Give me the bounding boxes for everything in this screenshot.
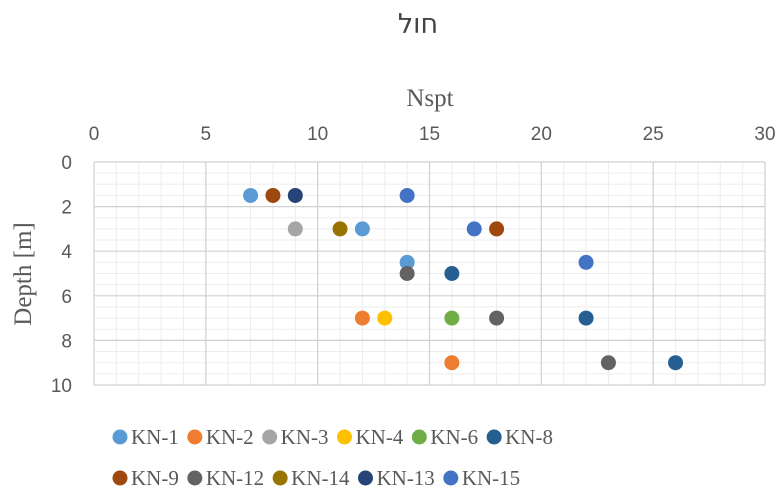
legend-marker-kn-15 <box>443 470 459 486</box>
data-points <box>243 187 684 371</box>
legend-label-kn-1: KN-1 <box>131 425 179 449</box>
data-point-kn-2 <box>354 310 370 326</box>
legend-label-kn-15: KN-15 <box>462 466 520 490</box>
data-point-kn-8 <box>578 310 594 326</box>
data-point-kn-14 <box>332 221 348 237</box>
data-point-kn-12 <box>399 266 415 281</box>
chart-title: חול <box>398 9 438 40</box>
x-tick-label: 25 <box>643 124 664 145</box>
data-point-kn-13 <box>287 187 303 203</box>
legend-marker-kn-3 <box>262 429 278 445</box>
data-point-kn-15 <box>578 254 594 270</box>
data-point-kn-1 <box>399 254 415 270</box>
legend-marker-kn-8 <box>486 429 502 445</box>
major-gridlines <box>93 161 766 386</box>
x-tick-label: 0 <box>89 124 100 145</box>
legend-label-kn-14: KN-14 <box>291 466 350 490</box>
data-point-kn-15 <box>399 187 415 203</box>
legend-marker-kn-12 <box>187 470 203 486</box>
legend-label-kn-8: KN-8 <box>505 425 553 449</box>
x-tick-label: 10 <box>307 124 328 145</box>
data-point-kn-2 <box>444 355 460 371</box>
legend-marker-kn-4 <box>336 429 352 445</box>
y-axis-title: Depth [m] <box>10 222 37 325</box>
y-tick-label: 6 <box>61 287 72 308</box>
x-tick-labels: 0 5 10 15 20 25 30 <box>89 124 776 145</box>
data-point-kn-8 <box>668 355 684 371</box>
data-point-kn-1 <box>354 221 370 237</box>
x-tick-label: 5 <box>201 124 212 145</box>
data-point-kn-4 <box>377 310 393 326</box>
y-tick-label: 4 <box>61 242 72 263</box>
legend-label-kn-4: KN-4 <box>355 425 403 449</box>
x-axis-title: Nspt <box>406 85 453 112</box>
legend-marker-kn-9 <box>112 470 128 486</box>
legend-marker-kn-6 <box>411 429 427 445</box>
data-point-kn-9 <box>489 221 505 237</box>
y-tick-label: 2 <box>61 198 72 219</box>
x-tick-label: 30 <box>754 124 775 145</box>
data-point-kn-8 <box>444 266 460 281</box>
legend-marker-kn-1 <box>112 429 128 445</box>
y-tick-labels: 0 2 4 6 8 10 <box>51 153 73 397</box>
y-tick-label: 0 <box>61 153 72 174</box>
legend-label-kn-2: KN-2 <box>206 425 254 449</box>
data-point-kn-15 <box>466 221 482 237</box>
data-point-kn-12 <box>489 310 505 326</box>
x-tick-label: 15 <box>419 124 440 145</box>
data-point-kn-3 <box>287 221 303 237</box>
legend: KN-1 KN-2 KN-3 KN-4 KN-6 KN-8 KN-9 KN-12 KN-14 KN… <box>112 425 553 490</box>
data-point-kn-12 <box>600 355 616 371</box>
data-point-kn-1 <box>243 187 259 203</box>
legend-marker-kn-13 <box>357 470 373 486</box>
legend-marker-kn-14 <box>272 470 288 486</box>
legend-label-kn-9: KN-9 <box>131 466 179 490</box>
legend-label-kn-6: KN-6 <box>430 425 478 449</box>
x-tick-label: 20 <box>531 124 552 145</box>
legend-marker-kn-2 <box>187 429 203 445</box>
legend-label-kn-3: KN-3 <box>281 425 329 449</box>
data-point-kn-6 <box>444 310 460 326</box>
legend-label-kn-13: KN-13 <box>376 466 434 490</box>
y-tick-label: 10 <box>51 376 72 397</box>
data-point-kn-9 <box>265 187 281 203</box>
y-tick-label: 8 <box>61 331 72 352</box>
legend-label-kn-12: KN-12 <box>206 466 264 490</box>
